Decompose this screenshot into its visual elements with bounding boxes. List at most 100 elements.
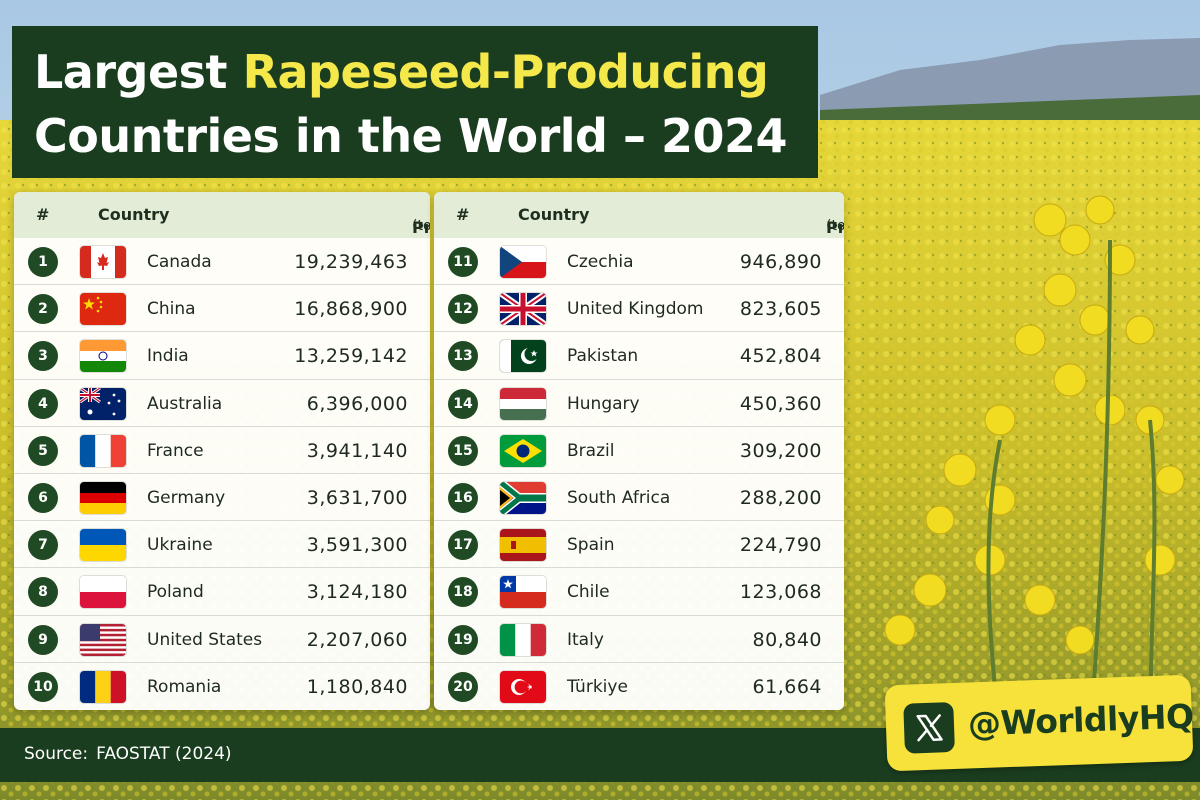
rank-badge: 6 — [28, 482, 58, 513]
flag-uk-icon — [500, 293, 546, 326]
table-row: 3 India 13,259,142 — [14, 332, 430, 380]
title-highlight: Rapeseed-Producing — [242, 45, 769, 99]
table-row: 11 Czechia 946,890 — [434, 238, 844, 286]
table-row: 8 Poland 3,124,180 — [14, 568, 430, 616]
flag-spain-icon — [500, 529, 546, 562]
production-value: 3,631,700 — [306, 486, 408, 509]
country-name: China — [147, 299, 196, 320]
rank-badge: 19 — [448, 624, 478, 655]
page-title-line-2: Countries in the World – 2024 — [34, 109, 788, 163]
header-rank: # — [36, 205, 50, 224]
country-name: Czechia — [567, 252, 634, 272]
table-row: 14 Hungary 450,360 — [434, 380, 844, 427]
country-name: Pakistan — [567, 346, 639, 367]
table-row: 4 Australia 6,396,000 — [14, 380, 430, 427]
table-row: 9 United States 2,207,060 — [14, 616, 430, 663]
table-row: 2 China 16,868,900 — [14, 285, 430, 333]
table-row: 19 Italy 80,840 — [434, 616, 844, 663]
rank-badge: 2 — [28, 294, 58, 325]
production-value: 823,605 — [739, 298, 822, 321]
rank-badge: 7 — [28, 530, 58, 561]
flag-romania-icon — [80, 670, 126, 703]
rank-badge: 4 — [28, 388, 58, 419]
header-production-label: Production — [412, 218, 430, 237]
flag-germany-icon — [80, 481, 126, 514]
table-row: 17 Spain 224,790 — [434, 521, 844, 569]
production-value: 19,239,463 — [294, 251, 408, 273]
production-value: 946,890 — [739, 251, 822, 273]
flag-canada-icon — [80, 246, 126, 278]
country-name: United States — [147, 629, 263, 650]
country-name: Spain — [567, 535, 615, 556]
table-header: # Country Production (tonnes) — [14, 192, 430, 238]
title-text: Largest — [34, 45, 243, 99]
production-value: 2,207,060 — [306, 628, 408, 651]
production-value: 123,068 — [739, 581, 822, 604]
table-rows-right: 11 Czechia 946,890 12 United Kingdom 823,605 1… — [434, 238, 844, 710]
rank-badge: 8 — [28, 577, 58, 608]
handle-text: @WorldlyHQ — [967, 696, 1195, 744]
production-value: 3,941,140 — [306, 439, 408, 462]
table-rows-left: 1 Canada 19,239,463 2 China 16,868,900 3 India 1… — [14, 238, 430, 710]
country-name: Germany — [147, 487, 226, 508]
header-country: Country — [98, 205, 170, 224]
production-value: 6,396,000 — [306, 392, 408, 415]
flag-india-icon — [80, 340, 126, 373]
table-row: 15 Brazil 309,200 — [434, 427, 844, 474]
rank-badge: 11 — [448, 247, 478, 277]
flag-pakistan-icon — [500, 340, 546, 373]
country-name: Italy — [567, 629, 604, 650]
country-name: Canada — [147, 252, 212, 272]
table-row: 5 France 3,941,140 — [14, 427, 430, 474]
rank-badge: 1 — [28, 247, 58, 277]
table-row: 13 Pakistan 452,804 — [434, 332, 844, 380]
production-value: 224,790 — [739, 534, 822, 557]
country-name: Türkiye — [567, 676, 628, 697]
rank-badge: 17 — [448, 530, 478, 561]
header-country: Country — [518, 205, 590, 224]
rank-badge: 13 — [448, 341, 478, 372]
rank-badge: 16 — [448, 482, 478, 513]
production-value: 1,180,840 — [306, 675, 408, 698]
production-value: 452,804 — [739, 345, 822, 368]
country-name: Romania — [147, 676, 222, 697]
rank-badge: 18 — [448, 577, 478, 608]
source-value: FAOSTAT (2024) — [96, 744, 232, 764]
table-row: 12 United Kingdom 823,605 — [434, 285, 844, 333]
flag-south-africa-icon — [500, 481, 546, 514]
flag-chile-icon — [500, 576, 546, 609]
header-unit: (tonnes) — [826, 218, 844, 234]
production-value: 13,259,142 — [294, 345, 408, 368]
flag-france-icon — [80, 434, 126, 467]
country-name: United Kingdom — [567, 299, 704, 320]
country-name: South Africa — [567, 487, 671, 508]
rank-badge: 5 — [28, 435, 58, 466]
social-handle-badge[interactable]: @WorldlyHQ — [884, 674, 1195, 772]
production-value: 450,360 — [739, 392, 822, 415]
rank-badge: 10 — [28, 671, 58, 702]
flag-usa-icon — [80, 623, 126, 656]
production-value: 61,664 — [752, 675, 822, 698]
production-value: 3,591,300 — [306, 534, 408, 557]
table-row: 16 South Africa 288,200 — [434, 474, 844, 522]
country-name: Hungary — [567, 393, 640, 414]
flag-hungary-icon — [500, 387, 546, 420]
flag-turkiye-icon — [500, 670, 546, 703]
flag-czechia-icon — [500, 246, 546, 278]
rank-badge: 15 — [448, 435, 478, 466]
country-name: India — [147, 346, 189, 367]
country-name: Ukraine — [147, 535, 213, 556]
production-value: 288,200 — [739, 486, 822, 509]
country-name: France — [147, 440, 204, 461]
table-header: # Country Production (tonnes) — [434, 192, 844, 238]
source-label: Source: — [24, 744, 89, 764]
rank-badge: 14 — [448, 388, 478, 419]
title-banner: Largest Rapeseed-Producing Countries in … — [12, 26, 818, 178]
header-unit: (tonnes) — [412, 218, 430, 234]
header-rank: # — [456, 205, 470, 224]
flag-ukraine-icon — [80, 529, 126, 562]
flag-italy-icon — [500, 623, 546, 656]
flag-china-icon — [80, 293, 126, 326]
flag-poland-icon — [80, 576, 126, 609]
table-row: 20 Türkiye 61,664 — [434, 663, 844, 710]
